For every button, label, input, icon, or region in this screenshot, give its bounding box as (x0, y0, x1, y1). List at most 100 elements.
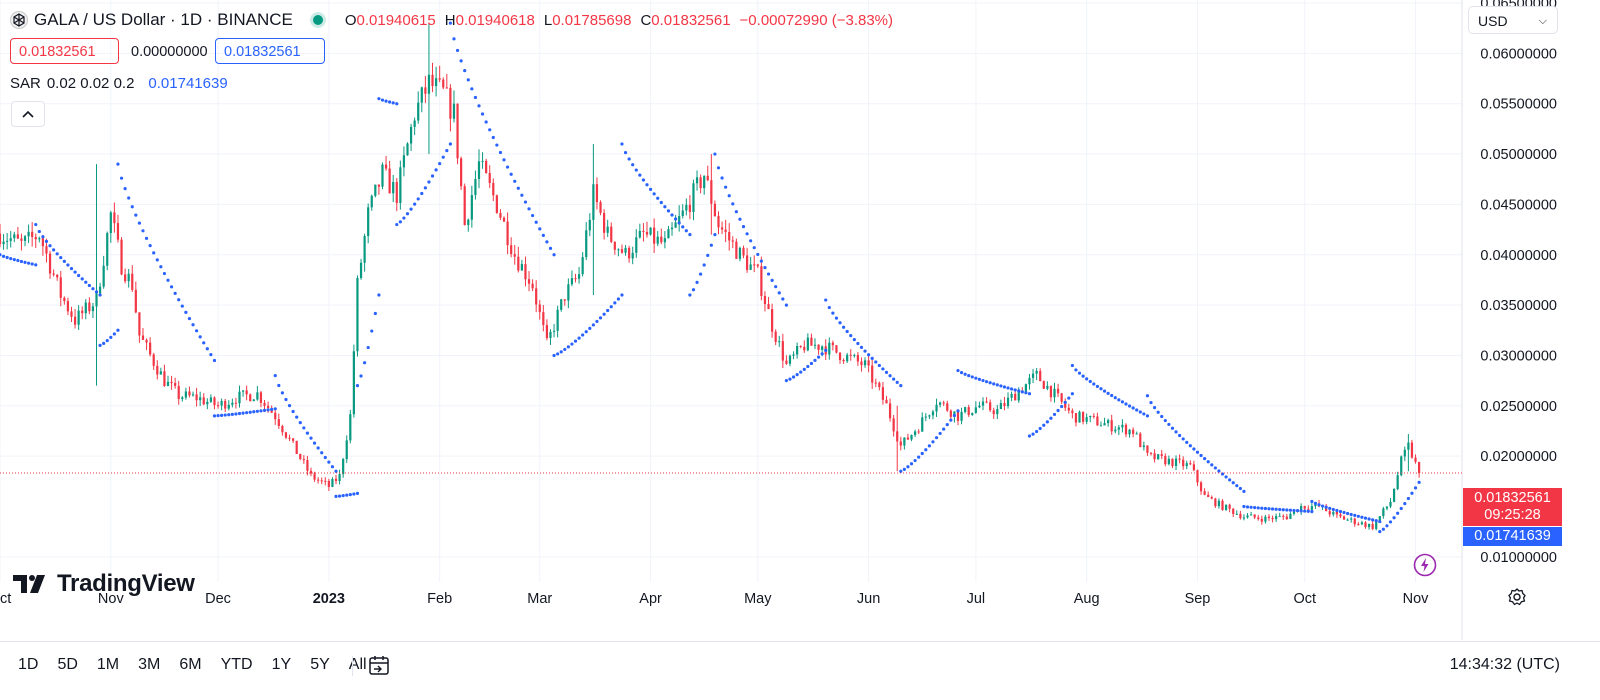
sar-dot (852, 338, 856, 342)
sar-dot (395, 102, 399, 106)
sar-dot (1242, 489, 1246, 493)
tradingview-watermark[interactable]: TradingView (13, 570, 195, 598)
range-1m[interactable]: 1M (96, 656, 120, 673)
sar-dot (606, 308, 610, 313)
candle-body (1403, 449, 1406, 457)
candle-body (542, 312, 545, 326)
time-axis[interactable]: Oct Nov Dec 2023 Feb Mar Apr May Jun Jul Aug Sep Oct… (0, 591, 1429, 607)
sar-dot (548, 246, 553, 250)
candle-body (213, 397, 216, 406)
sar-dot (531, 213, 535, 218)
candle-body (438, 78, 441, 80)
candle-body (145, 339, 148, 343)
candle-body (427, 74, 431, 94)
currency-select[interactable]: USD ⌵ (1468, 6, 1558, 34)
sar-dot (791, 375, 796, 379)
symbol-title[interactable]: GALA / US Dollar · 1D · BINANCE (34, 10, 293, 29)
candle-body (356, 277, 359, 352)
candle-body (1099, 425, 1103, 427)
gear-icon[interactable] (1507, 587, 1527, 607)
candle-body (274, 412, 277, 420)
range-1y[interactable]: 1Y (271, 656, 292, 673)
go-to-date-icon[interactable] (368, 654, 390, 676)
sar-dot (473, 95, 478, 100)
candle-body (1053, 388, 1056, 398)
sar-dot (169, 285, 174, 289)
sar-dot (491, 135, 495, 140)
candle-body (713, 203, 717, 217)
candle-body (331, 478, 334, 487)
candle-body (420, 87, 423, 103)
candle-body (1078, 411, 1081, 423)
candle-body (792, 354, 795, 356)
candle-body (685, 204, 688, 211)
sar-dot (1077, 371, 1082, 375)
sar-dot (1052, 412, 1057, 417)
candle-body (170, 381, 173, 384)
sar-dot (591, 323, 595, 327)
sar-dot (520, 193, 524, 197)
sar-dot (77, 273, 81, 278)
candle-body (481, 160, 484, 162)
candle-body (1171, 458, 1174, 467)
candle-body (1392, 489, 1396, 502)
sar-dot (141, 229, 145, 233)
sar-dot (1170, 426, 1175, 430)
range-5d[interactable]: 5D (57, 656, 78, 673)
sar-dot (80, 277, 84, 281)
candle-body (442, 79, 445, 88)
candle-body (846, 354, 849, 362)
sar-dot (295, 415, 299, 419)
candle-body (1178, 458, 1181, 460)
candle-body (585, 230, 588, 258)
sar-dot (684, 229, 688, 233)
candle-body (1174, 458, 1178, 467)
collapse-legend-button[interactable] (11, 101, 45, 127)
range-3m[interactable]: 3M (138, 656, 161, 673)
sar-dot (1110, 393, 1114, 398)
sar-dot (1088, 379, 1092, 384)
range-5y[interactable]: 5Y (310, 656, 330, 673)
candle-body (577, 274, 581, 279)
candle-body (113, 212, 116, 224)
sar-dot (788, 377, 792, 381)
candle-body (660, 236, 663, 243)
range-1d[interactable]: 1D (18, 656, 39, 673)
candle-body (1157, 454, 1160, 460)
candle-body (763, 296, 767, 305)
lightning-icon[interactable] (1413, 553, 1437, 577)
candle-body (363, 236, 366, 263)
market-status-icon[interactable] (312, 15, 323, 25)
candle-body (1257, 517, 1260, 519)
sar-dot (1131, 406, 1135, 410)
candle-body (531, 283, 534, 289)
price-axis[interactable]: 0.065000000.060000000.055000000.05000000… (1480, 0, 1557, 566)
candle-body (1260, 518, 1263, 522)
sar-dot (1020, 390, 1024, 394)
candle-body (1124, 424, 1128, 435)
sar-dot (1167, 422, 1171, 427)
candle-body (238, 391, 241, 404)
x-tick-label: Feb (427, 591, 452, 607)
utc-clock[interactable]: 14:34:32 (UTC) (1449, 656, 1560, 673)
range-ytd[interactable]: YTD (220, 656, 253, 673)
candle-body (810, 337, 813, 346)
candle-body (27, 231, 30, 237)
candle-body (1092, 415, 1095, 417)
candle-body (842, 360, 845, 362)
candle-body (613, 241, 616, 250)
sar-legend[interactable]: SAR 0.02 0.02 0.2 0.01741639 (10, 75, 228, 92)
sar-dot (945, 423, 949, 427)
range-all[interactable]: All (348, 656, 367, 673)
sar-dot (1320, 504, 1325, 508)
candle-body (560, 299, 563, 310)
sar-dot (30, 262, 34, 266)
sar-dot (1124, 402, 1128, 406)
sar-dot (284, 397, 288, 402)
sar-dot (1317, 503, 1321, 507)
candle-body (745, 255, 749, 270)
range-6m[interactable]: 6M (179, 656, 202, 673)
candle-body (1060, 393, 1063, 402)
candle-body (317, 479, 320, 481)
